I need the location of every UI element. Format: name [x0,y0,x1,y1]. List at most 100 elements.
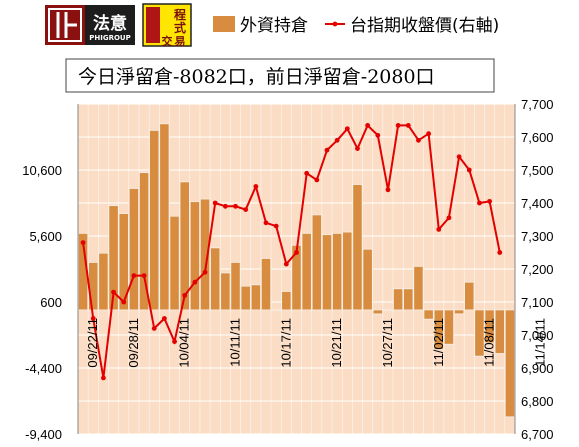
price-point [334,137,340,143]
headline-text: 今日淨留倉-8082口，前日淨留倉-2080口 [78,66,435,88]
left-tick-label: 5,600 [29,229,62,244]
price-point [466,167,472,173]
price-point [355,146,360,151]
x-tick-label: 11/08/11 [482,318,497,367]
bar [413,265,424,311]
legend: 外資持倉 台指期收盤價(右軸) [213,16,499,36]
x-tick-label: 11/14/11 [532,318,547,367]
logo-sub-text: PHIGROUP [89,34,131,42]
price-point [385,187,391,193]
price-point [131,273,137,278]
right-tick-label: 7,200 [521,262,554,277]
bar [342,231,353,311]
bar [260,258,272,311]
bar [138,172,150,311]
price-point [90,316,96,321]
bar [321,234,333,311]
price-point [375,132,381,138]
legend-bar-swatch [213,16,235,32]
legend-bar-label: 外資持倉 [240,16,308,36]
bar [159,123,170,311]
bar [362,248,373,311]
line-series [80,123,503,381]
price-point [314,177,320,183]
price-point [243,207,249,213]
logo-char-1: 程 [174,7,186,22]
bar [504,309,516,418]
price-point [395,123,401,128]
price-point [405,123,411,128]
x-tick-label: 10/04/11 [177,318,192,368]
x-tick-label: 10/11/11 [228,318,243,367]
right-tick-label: 7,600 [521,130,554,145]
bar [474,309,485,357]
bar [271,309,282,311]
price-point [304,170,310,176]
price-point [273,223,279,229]
bar [352,184,363,311]
bar [454,309,465,315]
price-point [416,137,421,143]
right-tick-label: 7,700 [521,97,554,112]
right-tick-label: 6,800 [521,394,554,409]
bar [210,247,221,311]
price-point [212,200,218,206]
x-tick-label: 10/27/11 [380,318,395,368]
legend-line-label: 台指期收盤價(右軸) [350,16,499,36]
price-point [456,154,462,160]
right-tick-label: 7,000 [521,328,554,343]
logo-main-text: 法意 [93,13,127,34]
bar [464,281,475,311]
right-tick-label: 6,900 [521,361,554,376]
price-point [294,250,299,255]
bar [240,285,251,311]
x-tick-label: 09/28/11 [126,318,141,368]
bar [250,284,261,311]
price-point [426,131,432,137]
price-point [446,215,452,221]
bar [220,272,231,311]
x-tick-label: 10/17/11 [278,318,293,368]
right-tick-label: 7,500 [521,163,554,178]
right-tick-label: 7,100 [521,295,554,310]
price-point [263,220,269,226]
gridlines [78,103,515,435]
x-tick-label: 10/21/11 [329,318,344,368]
price-point [141,273,147,278]
bar [393,288,404,311]
bar [128,188,139,311]
bar [332,232,343,311]
right-tick-label: 7,400 [521,196,554,211]
price-point [283,261,289,267]
price-point [182,293,188,298]
program-trading-logo: 程 式 交 易 [142,3,192,48]
bar [403,288,414,311]
headline-box: 今日淨留倉-8082口，前日淨留倉-2080口 [65,58,495,93]
bar [98,252,109,311]
right-tick-label: 6,700 [521,427,554,442]
price-point [477,200,482,206]
bar [179,181,190,311]
left-tick-label: 600 [40,295,62,310]
phigroup-logo: 法意 PHIGROUP [45,5,135,45]
bar [382,309,394,311]
price-point [365,123,371,128]
price-point [202,269,208,275]
price-line [82,123,501,379]
bar [301,232,312,311]
price-point [222,203,228,209]
legend-line-marker [332,21,338,27]
bar [311,214,322,311]
price-point [192,279,198,285]
price-point [253,184,259,189]
price-point [172,339,177,344]
x-axis: 09/22/11 09/28/11 10/04/11 10/11/11 10/17/11… [85,318,547,368]
x-tick-label: 09/22/11 [85,318,100,368]
bar [281,291,292,311]
bar [494,309,505,354]
bar [88,261,99,311]
bar [443,309,455,345]
price-point [101,375,106,381]
bar [230,261,241,311]
left-tick-label: -4,400 [25,361,62,376]
